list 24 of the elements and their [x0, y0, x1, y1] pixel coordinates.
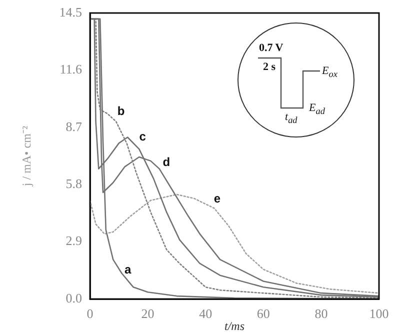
y-axis-title: j / mA• cm⁻²	[19, 126, 34, 188]
series-label: d	[162, 155, 170, 170]
series-label: e	[214, 192, 221, 206]
annotation: t$_{ad}$	[285, 111, 298, 126]
x-tick-label: 100	[369, 306, 389, 322]
series-label: c	[139, 130, 146, 144]
x-tick-label: 80	[314, 306, 328, 322]
y-tick-label: 14.5	[59, 4, 82, 20]
x-tick-label: 40	[199, 306, 212, 322]
y-tick-label: 8.7	[66, 118, 82, 134]
x-tick-label: 0	[86, 306, 94, 322]
y-tick-label: 0.0	[66, 290, 82, 306]
x-tick-label: 60	[256, 306, 270, 322]
y-tick-label: 5.8	[66, 176, 82, 192]
annotation: E$_{ox}$	[322, 65, 338, 80]
annotation: E$_{ad}$	[309, 102, 325, 116]
y-tick-label: 11.6	[60, 62, 82, 77]
annotation: 2 s	[263, 61, 276, 73]
x-tick-label: 20	[141, 306, 154, 322]
series-label: a	[124, 262, 132, 277]
series-label: b	[117, 104, 125, 118]
y-tick-label: 2.9	[66, 233, 82, 248]
annotation: 0.7 V	[259, 42, 284, 54]
x-axis-title: t/ms	[224, 318, 245, 333]
